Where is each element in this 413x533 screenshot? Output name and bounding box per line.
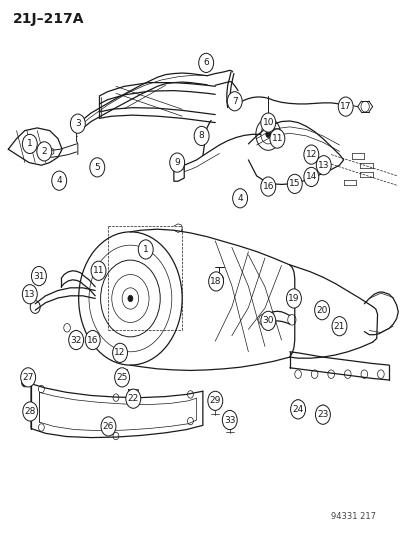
Text: 13: 13	[24, 290, 36, 298]
Text: 3: 3	[75, 119, 81, 128]
Circle shape	[52, 171, 66, 190]
Text: 6: 6	[203, 59, 209, 67]
Circle shape	[222, 410, 237, 430]
Text: 28: 28	[24, 407, 36, 416]
Text: 4: 4	[56, 176, 62, 185]
Circle shape	[169, 153, 184, 172]
Circle shape	[22, 134, 37, 154]
Text: 23: 23	[316, 410, 328, 419]
Circle shape	[85, 330, 100, 350]
Circle shape	[128, 295, 133, 302]
Circle shape	[232, 189, 247, 208]
Text: 15: 15	[288, 180, 300, 188]
Circle shape	[21, 378, 28, 387]
Text: 12: 12	[114, 349, 126, 357]
Circle shape	[286, 289, 301, 308]
Text: 30: 30	[262, 317, 273, 325]
Text: 1: 1	[142, 245, 148, 254]
Circle shape	[22, 285, 37, 304]
Circle shape	[101, 417, 116, 436]
Text: 17: 17	[339, 102, 351, 111]
Text: 24: 24	[292, 405, 303, 414]
Text: 12: 12	[305, 150, 316, 159]
Text: 2: 2	[41, 147, 47, 156]
Circle shape	[227, 92, 242, 111]
Circle shape	[112, 343, 127, 362]
Text: 7: 7	[231, 97, 237, 106]
Circle shape	[314, 301, 329, 320]
Circle shape	[315, 405, 330, 424]
Circle shape	[114, 368, 129, 387]
Text: 16: 16	[262, 182, 273, 191]
Circle shape	[269, 129, 284, 148]
Text: 16: 16	[87, 336, 98, 344]
Circle shape	[290, 400, 305, 419]
Circle shape	[208, 272, 223, 291]
Circle shape	[91, 261, 106, 280]
Circle shape	[265, 131, 270, 138]
Circle shape	[287, 174, 301, 193]
Text: 19: 19	[287, 294, 299, 303]
Circle shape	[30, 301, 40, 313]
Text: 1: 1	[27, 140, 33, 148]
Text: 27: 27	[22, 373, 34, 382]
Circle shape	[37, 142, 52, 161]
Text: 29: 29	[209, 397, 221, 405]
Text: 13: 13	[317, 161, 329, 169]
Circle shape	[331, 317, 346, 336]
Text: 22: 22	[127, 394, 139, 403]
Circle shape	[260, 311, 275, 330]
Circle shape	[31, 266, 46, 286]
Text: 4: 4	[237, 194, 242, 203]
Circle shape	[207, 391, 222, 410]
Circle shape	[70, 114, 85, 133]
Text: 21J–217A: 21J–217A	[12, 12, 84, 26]
Text: 11: 11	[93, 266, 104, 275]
Circle shape	[94, 164, 99, 170]
Circle shape	[138, 240, 153, 259]
Circle shape	[21, 368, 36, 387]
Text: 8: 8	[198, 132, 204, 140]
Circle shape	[303, 167, 318, 187]
Circle shape	[337, 97, 352, 116]
Text: 11: 11	[271, 134, 282, 143]
Text: 5: 5	[94, 163, 100, 172]
Text: 21: 21	[333, 322, 344, 330]
Circle shape	[126, 389, 140, 408]
Text: 26: 26	[102, 422, 114, 431]
Text: 18: 18	[210, 277, 221, 286]
Text: 94331 217: 94331 217	[330, 512, 375, 521]
Text: 32: 32	[70, 336, 82, 344]
Circle shape	[260, 113, 275, 132]
Circle shape	[316, 156, 330, 175]
Text: 25: 25	[116, 373, 128, 382]
Circle shape	[194, 126, 209, 146]
Circle shape	[198, 53, 213, 72]
Text: 20: 20	[316, 306, 327, 314]
Text: 10: 10	[262, 118, 273, 127]
Text: 33: 33	[223, 416, 235, 424]
Text: 14: 14	[305, 173, 316, 181]
Circle shape	[23, 402, 38, 421]
Circle shape	[90, 158, 104, 177]
Circle shape	[303, 145, 318, 164]
Text: 31: 31	[33, 272, 45, 280]
Circle shape	[69, 330, 83, 350]
Text: 9: 9	[174, 158, 180, 167]
Circle shape	[58, 180, 64, 188]
Circle shape	[260, 177, 275, 196]
